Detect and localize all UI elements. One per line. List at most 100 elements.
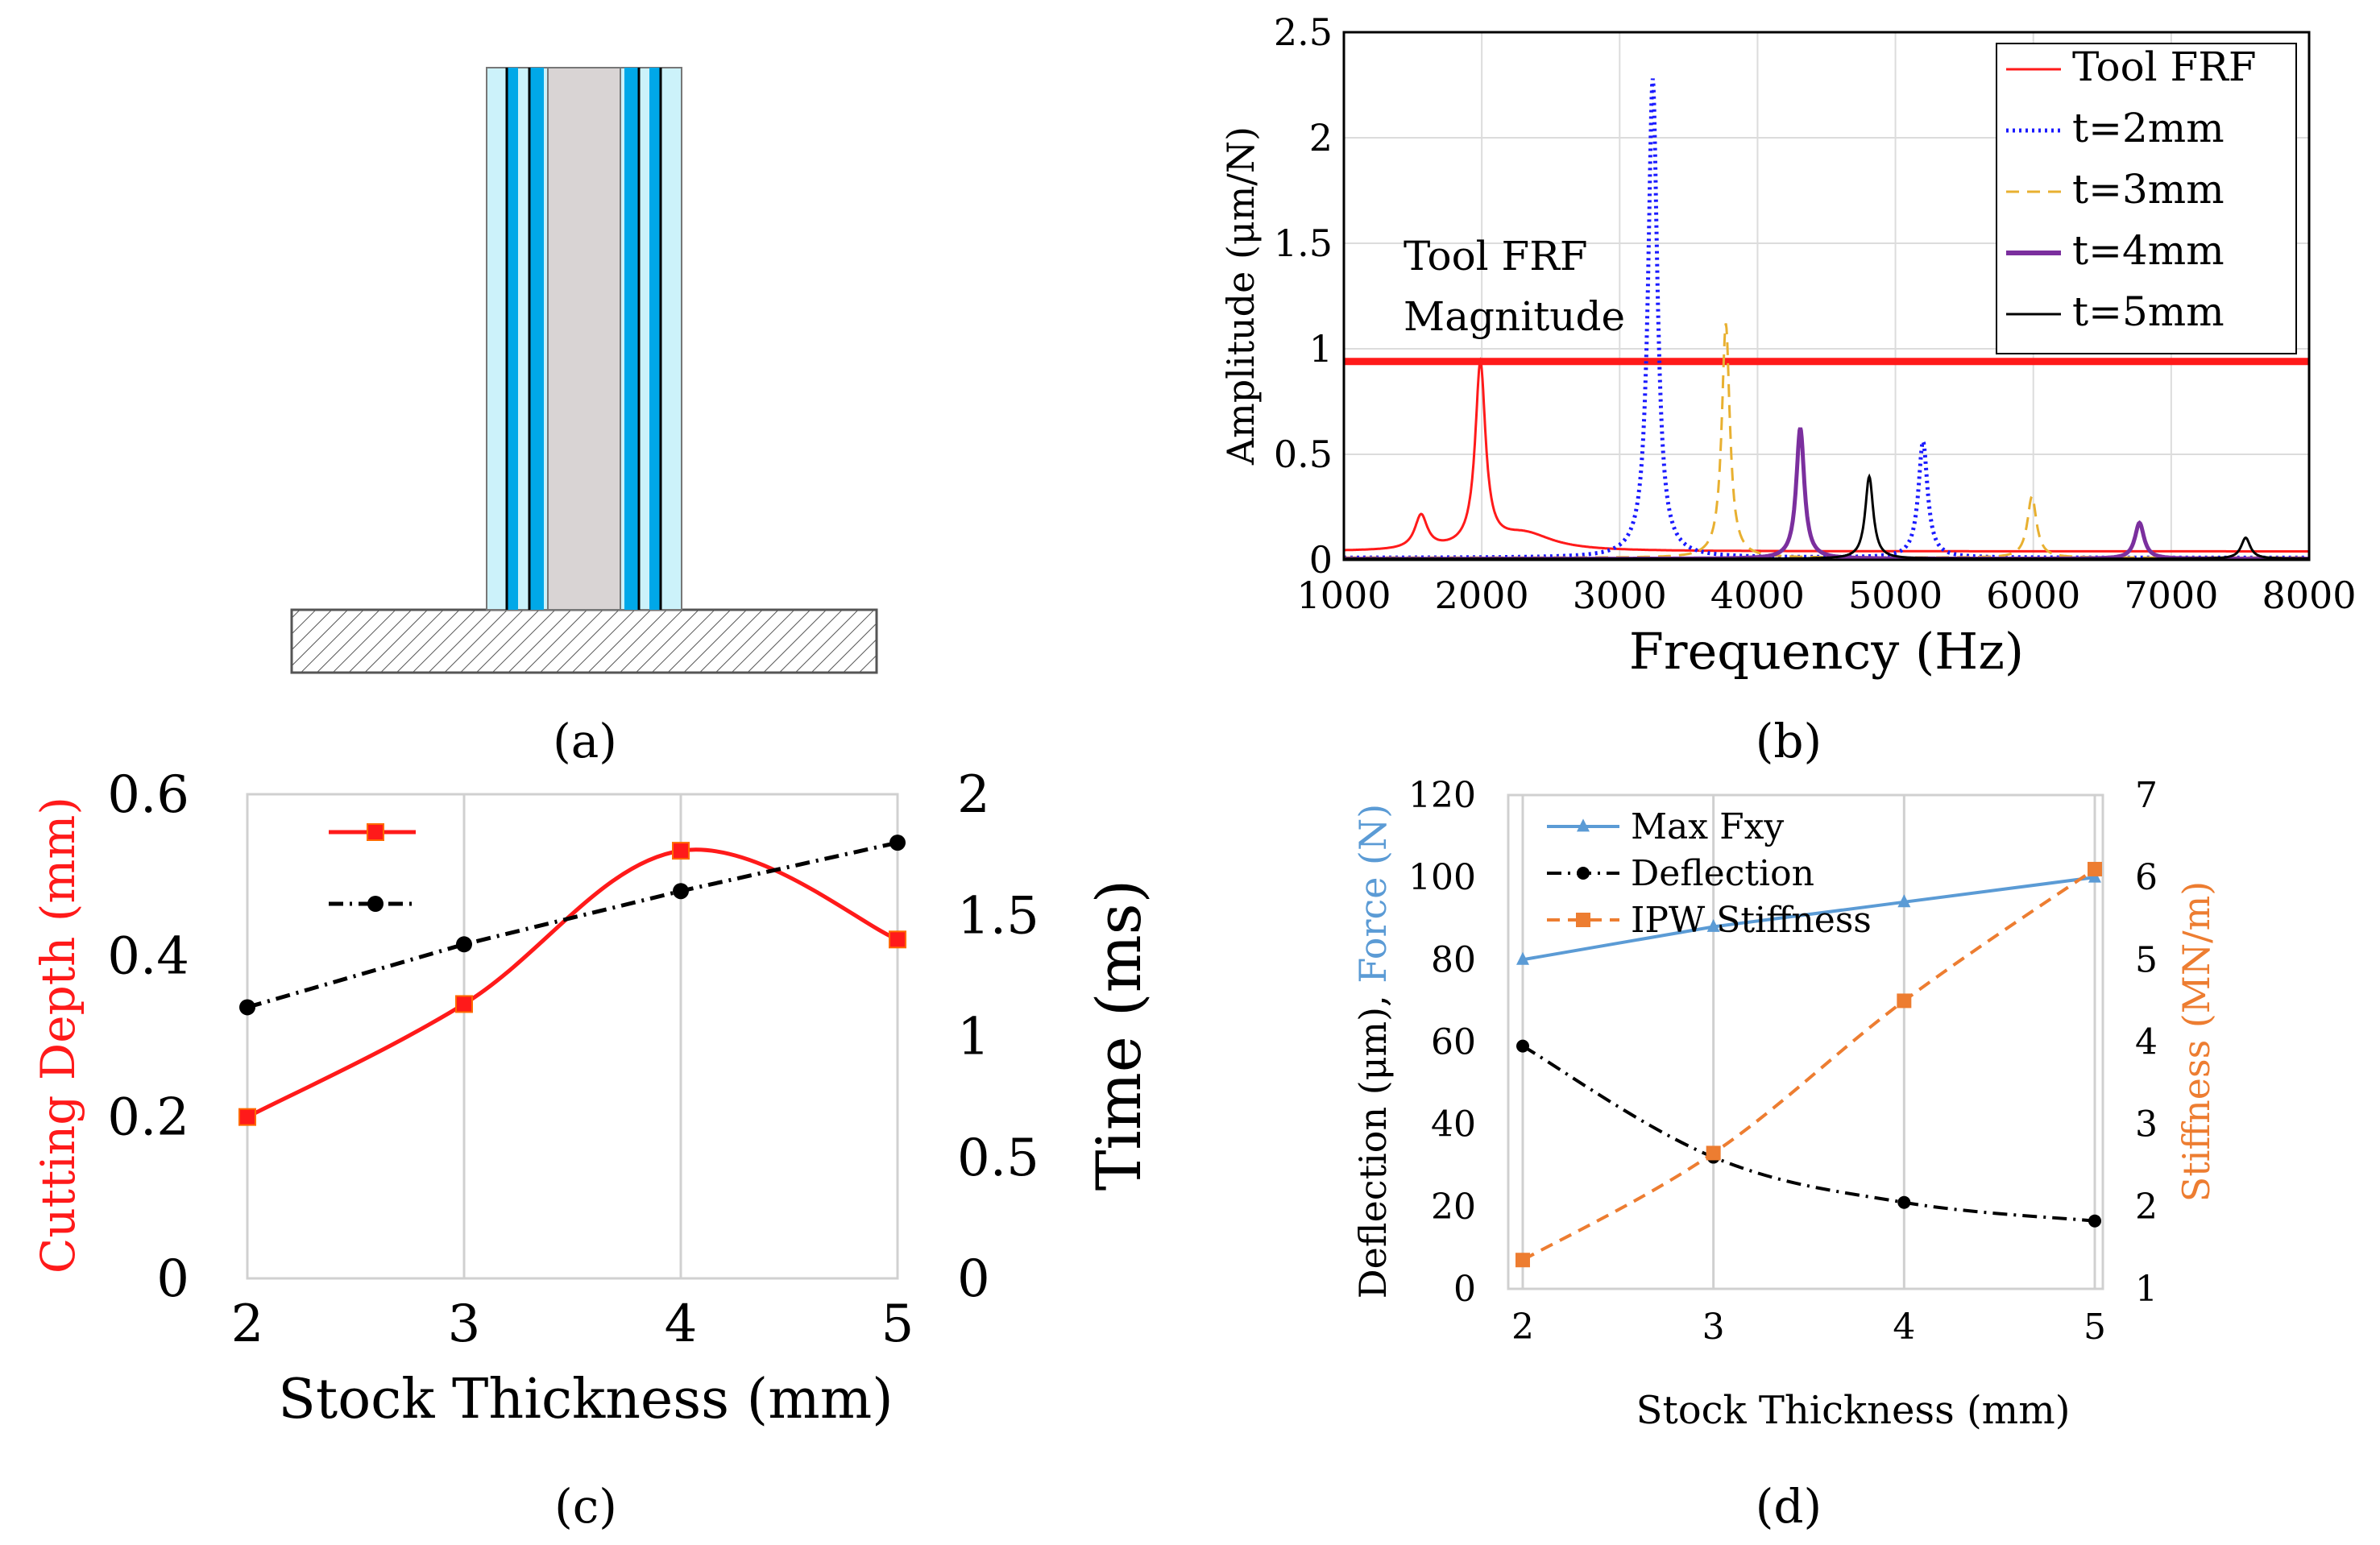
c-xlabel: Stock Thickness (mm) (278, 1368, 893, 1431)
b-ytick-label: 1.5 (1274, 222, 1333, 265)
c-data-point (673, 883, 689, 900)
c-grid (246, 794, 899, 1278)
c-left-tick-label: 0.6 (107, 765, 189, 825)
d-ylabel-left: Deflection (μm), Force (N) (1351, 804, 1395, 1299)
b-ylabel: Amplitude (μm/N) (1219, 126, 1263, 466)
d-xlabel: Stock Thickness (mm) (1636, 1388, 2071, 1433)
d-legend: Max Fxy Deflection IPW Stiffness (1547, 806, 1872, 941)
b-annotation-line1: Tool FRF (1404, 233, 1588, 280)
b-legend-label: Tool FRF (2072, 43, 2257, 90)
b-xlabel: Frequency (Hz) (1629, 622, 2024, 681)
c-right-tick-label: 0.5 (957, 1129, 1039, 1188)
c-xtick-label: 4 (665, 1294, 698, 1354)
c-ticks: 2 3 4 500.20.40.600.511.52 (107, 765, 1039, 1354)
c-series-group (238, 835, 906, 1126)
d-right-tick-label: 6 (2135, 857, 2158, 898)
b-ytick-label: 2.5 (1274, 10, 1333, 54)
d-data-point (1515, 1253, 1530, 1268)
d-data-point (1897, 1195, 1911, 1209)
stock-layer-3 (624, 68, 639, 610)
c-data-point (889, 835, 906, 851)
c-series-line (247, 840, 898, 1009)
b-plot-frame (1342, 31, 2311, 561)
panel-b-frf-chart: 1000 2000 3000 4000 5000 6000 7000 8000 0 0.5 1 1.5… (1219, 10, 2357, 768)
b-legend-box (1996, 43, 2297, 354)
c-data-point (672, 842, 690, 860)
d-data-point (1706, 918, 1720, 932)
b-ticks: 1000 2000 3000 4000 5000 6000 7000 8000 0 0.5 1 1.5… (1274, 10, 2357, 617)
d-xtick-label: 5 (2084, 1307, 2106, 1348)
d-right-tick-label: 4 (2135, 1022, 2158, 1063)
c-ylabel-left: Cutting Depth (mm) (31, 797, 85, 1274)
base-hatched-block (290, 608, 878, 674)
c-right-tick-label: 1 (957, 1008, 990, 1067)
d-ylabel-left-part1: Deflection (μm), (1351, 995, 1395, 1299)
c-data-point (889, 930, 906, 949)
d-right-tick-label: 5 (2135, 939, 2158, 980)
d-left-tick-label: 60 (1431, 1022, 1476, 1063)
b-ytick-label: 2 (1309, 116, 1333, 159)
d-legend-label: Max Fxy (1631, 806, 1784, 847)
d-ylabel-right: Stiffness (MN/m) (2175, 881, 2218, 1202)
d-right-tick-label: 1 (2135, 1269, 2158, 1310)
c-legend-marker (367, 823, 384, 841)
d-data-point (1706, 1145, 1721, 1161)
d-xtick-label: 4 (1893, 1307, 1915, 1348)
b-series-line (1344, 473, 2309, 561)
c-right-tick-label: 1.5 (957, 886, 1039, 946)
panel-label-d: (d) (1756, 1479, 1822, 1534)
c-left-tick-label: 0.4 (107, 926, 189, 986)
stock-layer-2 (529, 68, 544, 610)
b-xtick-label: 5000 (1848, 574, 1943, 617)
b-legend: Tool FRF t=2mm t=3mm t=4mm t=5mm (1996, 43, 2297, 354)
b-legend-label: t=4mm (2072, 227, 2225, 274)
d-right-tick-label: 7 (2135, 775, 2158, 816)
c-ylabel-right: Time (ms) (1083, 880, 1155, 1191)
d-series-line (1521, 1044, 2096, 1223)
panel-label-b: (b) (1756, 714, 1822, 768)
c-xtick-label: 3 (448, 1294, 481, 1354)
d-series-line (1522, 868, 2096, 1261)
tool-core (547, 67, 621, 611)
b-xtick-label: 3000 (1573, 574, 1667, 617)
b-xtick-label: 8000 (2262, 574, 2356, 617)
panel-a-schematic: (a) (290, 67, 878, 768)
b-series-line (1344, 356, 2309, 553)
d-data-point (2088, 861, 2102, 876)
b-ytick-label: 0 (1309, 538, 1333, 582)
c-right-tick-label: 0 (957, 1249, 990, 1309)
b-series-line (1344, 427, 2309, 561)
d-legend-label: IPW Stiffness (1631, 900, 1872, 941)
stock-layer-1 (507, 68, 518, 610)
c-legend (329, 823, 416, 912)
stock-layer-4 (649, 68, 661, 610)
panel-label-c: (c) (554, 1479, 617, 1534)
panel-c-depth-time-chart: 2 3 4 500.20.40.600.511.52 Stock Thickness … (31, 765, 1155, 1534)
c-legend-marker (367, 896, 384, 912)
d-xtick-label: 3 (1702, 1307, 1725, 1348)
b-xtick-label: 4000 (1710, 574, 1805, 617)
d-ylabel-left-part2: Force (N) (1351, 804, 1395, 984)
b-annotation-line2: Magnitude (1404, 293, 1625, 340)
c-xtick-label: 5 (881, 1294, 914, 1354)
b-ytick-label: 1 (1309, 327, 1333, 371)
d-plot-frame (1507, 793, 2104, 1290)
d-right-tick-label: 3 (2135, 1104, 2158, 1145)
c-xtick-label: 2 (231, 1294, 264, 1354)
b-xtick-label: 6000 (1986, 574, 2080, 617)
d-legend-marker (1577, 818, 1590, 832)
d-left-tick-label: 20 (1431, 1187, 1476, 1228)
b-legend-label: t=3mm (2072, 166, 2225, 213)
b-ytick-label: 0.5 (1274, 433, 1333, 476)
d-series-line (1522, 876, 2096, 962)
d-left-tick-label: 40 (1431, 1104, 1476, 1145)
c-data-point (239, 999, 255, 1016)
c-left-tick-label: 0.2 (107, 1088, 189, 1148)
panel-label-a: (a) (553, 714, 617, 768)
c-right-tick-label: 2 (957, 765, 990, 825)
d-legend-marker (1576, 913, 1590, 927)
d-data-point (2088, 1214, 2101, 1228)
d-data-point (1516, 951, 1529, 965)
c-series-line (246, 847, 898, 1119)
